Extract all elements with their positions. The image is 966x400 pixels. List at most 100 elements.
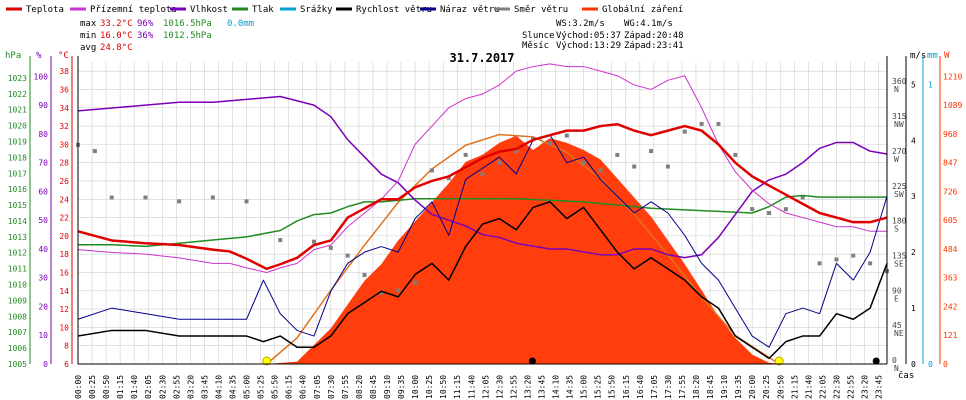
pct-tick-label: 40 <box>38 245 48 254</box>
x-tick-label: 15:25 <box>594 375 603 399</box>
legend-label: Přízemní teplota <box>90 5 177 15</box>
degc-tick-label: 38 <box>59 67 69 76</box>
w-tick-label: 0 <box>943 360 948 369</box>
wind-dir-point <box>750 207 755 212</box>
ms-tick-label: 4 <box>911 136 916 145</box>
sunrise-marker <box>262 356 272 366</box>
x-tick-label: 22:05 <box>818 375 827 399</box>
x-tick-label: 21:40 <box>804 375 813 399</box>
stats-block: max 33.2°C 96% 1016.5hPa 0.0mm min 16.0°… <box>80 19 254 53</box>
dir-tick-label: 135 <box>892 251 907 260</box>
pct-tick-label: 30 <box>38 274 48 283</box>
pct-tick-label: 20 <box>38 302 48 311</box>
degc-tick-label: 30 <box>59 140 69 149</box>
x-tick-label: 22:30 <box>832 375 841 399</box>
x-tick-label: 05:25 <box>257 375 266 399</box>
wind-dir-point <box>278 238 283 243</box>
x-tick-label: 12:05 <box>481 375 490 399</box>
wind-dir-point <box>783 207 788 212</box>
x-tick-label: 10:50 <box>439 375 448 399</box>
wind-dir-point <box>649 149 654 154</box>
x-tick-label: 10:00 <box>411 375 420 399</box>
axis-units: hPa % °C m/s mm W čas <box>5 51 950 381</box>
w-tick-label: 1089 <box>943 101 962 110</box>
x-tick-label: 04:10 <box>214 375 223 399</box>
ms-tick-label: 2 <box>911 248 916 257</box>
sun-curve-line <box>266 133 780 365</box>
dir-tick-label: 225 <box>892 182 907 191</box>
hpa-tick-label: 1012 <box>8 249 27 258</box>
hpa-tick-label: 1005 <box>8 360 27 369</box>
wind-dir-point <box>446 176 451 181</box>
x-tick-label: 23:20 <box>861 375 870 399</box>
gust-line <box>77 134 888 348</box>
x-tick-label: 03:20 <box>186 375 195 399</box>
wind-dir-point <box>429 168 434 173</box>
degc-tick-label: 26 <box>59 177 69 186</box>
x-tick-label: 13:20 <box>523 375 532 399</box>
sun-label: Slunce <box>522 31 555 41</box>
ms-tick-label: 1 <box>911 304 916 313</box>
legend-label: Srážky <box>300 5 333 15</box>
w-tick-label: 1210 <box>943 72 962 81</box>
hpa-tick-label: 1011 <box>8 265 27 274</box>
hpa-tick-label: 1013 <box>8 233 27 242</box>
wind-dir-point <box>767 211 772 215</box>
legend-label: Globální záření <box>602 5 683 15</box>
x-tick-label: 05:00 <box>243 375 252 399</box>
dir-compass-label: W <box>894 155 899 164</box>
chart-title: 31.7.2017 <box>449 51 514 65</box>
wind-dir-point <box>480 172 485 177</box>
wind-dir-point <box>800 195 805 200</box>
hpa-tick-label: 1014 <box>8 217 27 226</box>
x-tick-label: 06:15 <box>285 375 294 399</box>
w-tick-label: 726 <box>943 187 958 196</box>
wind-dir-point <box>345 253 350 258</box>
moon-label: Měsíc <box>522 41 549 51</box>
ground-temp-line <box>77 63 887 273</box>
stat-avg-temp: 24.8°C <box>100 43 133 53</box>
hpa-tick-label: 1016 <box>8 185 27 194</box>
x-tick-label: 20:25 <box>762 375 771 399</box>
dir-compass-label: NE <box>894 329 904 338</box>
legend-label: Tlak <box>252 5 274 15</box>
degc-tick-label: 22 <box>59 214 69 223</box>
stat-min-press: 1012.5hPa <box>163 31 212 41</box>
hpa-tick-label: 1010 <box>8 281 27 290</box>
x-tick-label: 18:45 <box>706 375 715 399</box>
stat-max-label: max <box>80 19 97 29</box>
w-tick-label: 242 <box>943 302 958 311</box>
wind-dir-point <box>463 152 468 157</box>
stat-max-press: 1016.5hPa <box>163 19 212 29</box>
x-tick-label: 08:45 <box>369 375 378 399</box>
wind-dir-point <box>244 199 249 204</box>
x-tick-label: 17:30 <box>664 375 673 399</box>
x-tick-label: 17:55 <box>678 375 687 399</box>
wind-dir-point <box>682 129 687 134</box>
wind-dir-point <box>497 160 502 165</box>
unit-w: W <box>944 51 950 61</box>
dir-compass-label: SE <box>894 259 904 268</box>
w-tick-label: 605 <box>943 216 958 225</box>
dir-compass-label: S <box>894 225 899 234</box>
hpa-tick-label: 1017 <box>8 169 27 178</box>
wind-dir-point <box>716 121 721 126</box>
hpa-tick-label: 1008 <box>8 312 27 321</box>
wind-dir-point <box>615 152 620 157</box>
ms-tick-label: 5 <box>911 80 916 89</box>
x-tick-label: 03:45 <box>200 375 209 399</box>
x-tick-label: 17:05 <box>650 375 659 399</box>
degc-tick-label: 36 <box>59 85 69 94</box>
hpa-tick-label: 1019 <box>8 137 27 146</box>
degc-tick-label: 10 <box>59 323 69 332</box>
dir-tick-label: 0 <box>892 356 897 365</box>
w-tick-label: 121 <box>943 331 958 340</box>
x-tick-label: 21:15 <box>790 375 799 399</box>
moonset: Západ:23:41 <box>624 41 684 51</box>
unit-degc: °C <box>58 51 69 61</box>
degc-tick-label: 16 <box>59 268 69 277</box>
degc-tick-label: 20 <box>59 232 69 241</box>
axes: 00:00 00:25 00:50 01:15 01:40 02:05 02:30 02:55… <box>8 56 962 399</box>
wind-dir-point <box>143 195 148 200</box>
x-tick-label: 13:45 <box>537 375 546 399</box>
